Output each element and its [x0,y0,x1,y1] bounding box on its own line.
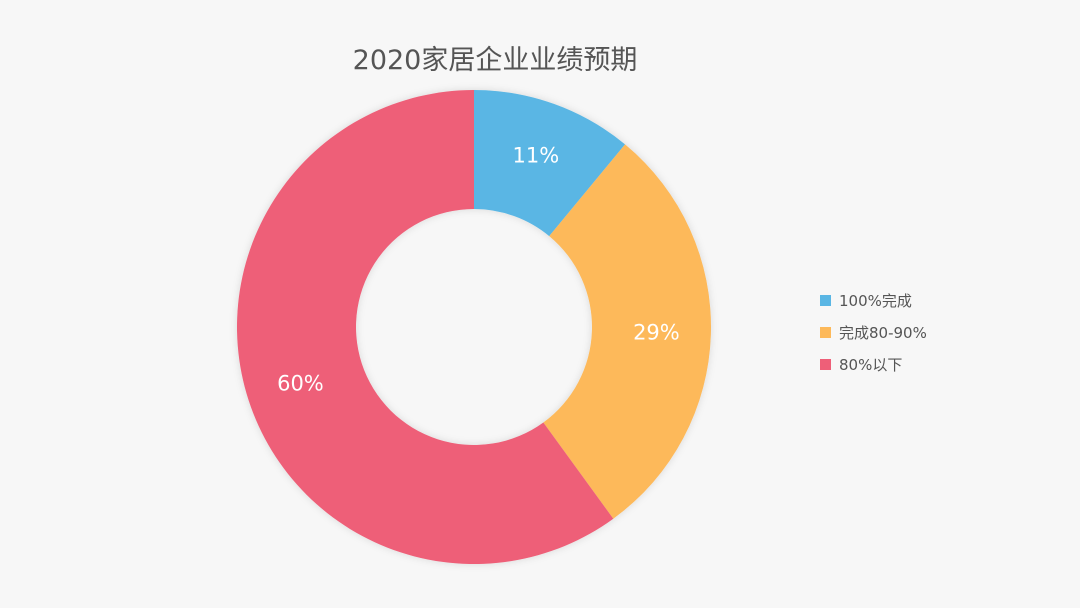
slice-1 [543,144,711,519]
chart-title: 2020家居企业业绩预期 [352,45,638,76]
legend-label: 80%以下 [839,355,903,374]
legend-swatch [820,294,831,306]
legend-swatch [820,358,831,370]
legend-item: 80%以下 [820,348,927,380]
data-label: 60% [277,371,324,395]
legend-item: 完成80-90% [820,316,927,348]
legend-swatch [820,326,831,338]
slice-0 [474,90,626,237]
slice-2 [236,90,614,564]
legend-label: 100%完成 [839,291,912,310]
legend-label: 完成80-90% [839,323,927,342]
data-label: 11% [512,143,559,167]
legend: 100%完成 完成80-90% 80%以下 [820,284,927,380]
legend-item: 100%完成 [820,284,927,316]
data-label: 29% [633,321,680,345]
